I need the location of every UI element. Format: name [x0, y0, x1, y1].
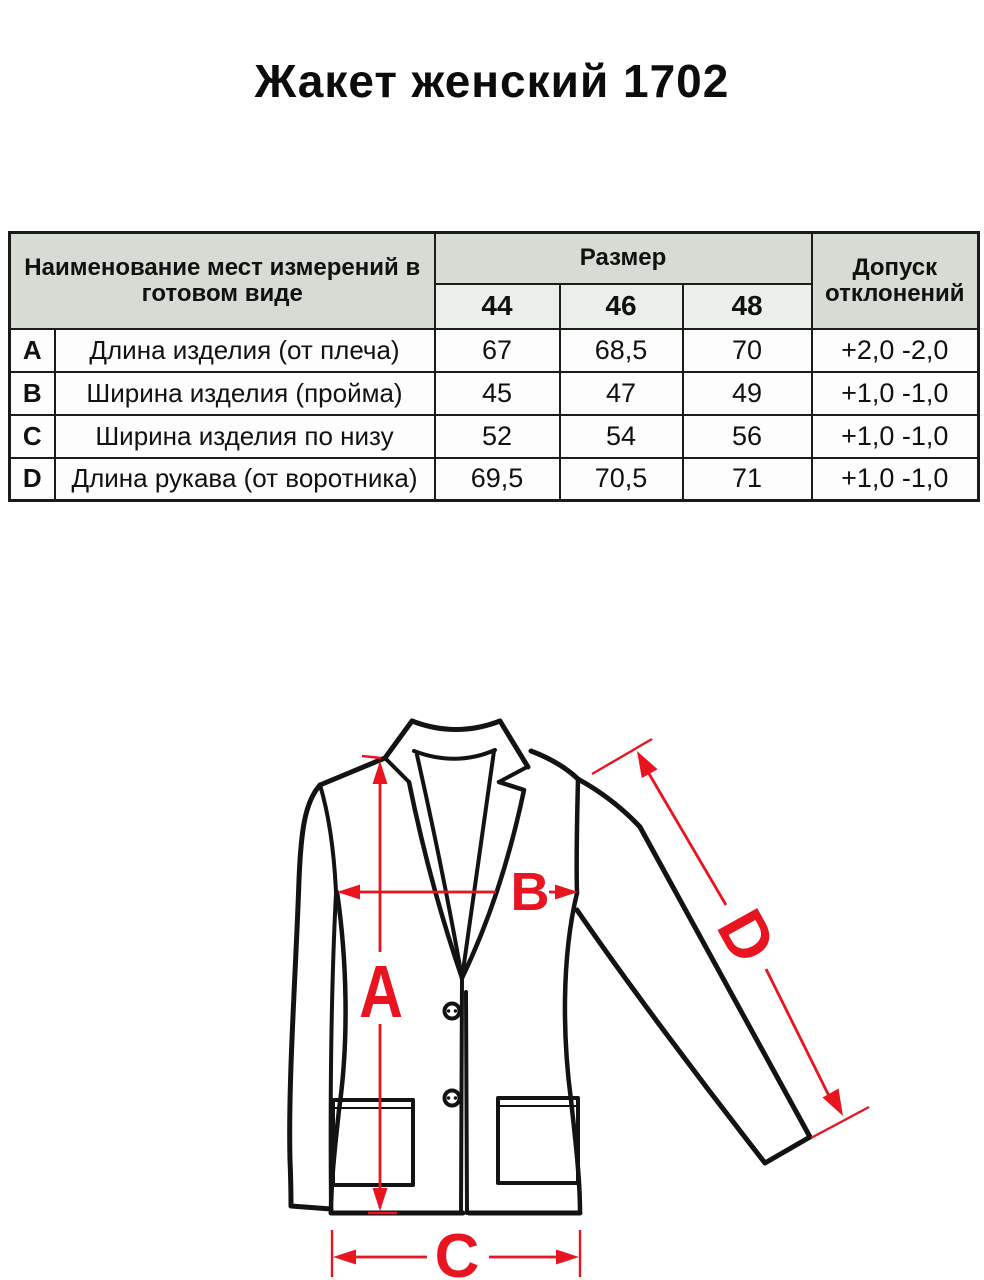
table-header-row-1: Наименование мест измерений в готовом ви… [8, 231, 980, 330]
measurement-header-cell: Наименование мест измерений в готовом ви… [8, 231, 436, 330]
tolerance-value: +1,0 -1,0 [810, 370, 980, 416]
tolerance-value: +1,0 -1,0 [810, 456, 980, 502]
row-letter: C [8, 413, 56, 459]
table-row: C Ширина изделия по низу 52 54 56 +1,0 -… [8, 413, 980, 459]
arrowhead-up-icon [372, 761, 388, 784]
right-lapel-crease [460, 749, 496, 980]
arrowhead-right-icon [556, 1249, 579, 1265]
dimension-d-top-tick [591, 737, 653, 776]
collar-left-edge [382, 718, 415, 761]
dimension-c: C [330, 1222, 582, 1280]
size-value: 54 [558, 413, 684, 459]
tolerance-header-cell: Допуск отклонений [810, 231, 980, 330]
dimension-label-a: A [359, 951, 403, 1033]
jacket-drawing [287, 718, 813, 1216]
bottom-button [442, 1088, 462, 1108]
row-name: Ширина изделия (пройма) [53, 370, 436, 416]
collar-top-edge [409, 718, 503, 732]
tolerance-value: +1,0 -1,0 [810, 413, 980, 459]
left-sleeve-outer-edge [287, 782, 323, 1209]
size-header-cell: Размер [433, 231, 813, 285]
size-value: 49 [681, 370, 813, 416]
dimension-a-top-tick [361, 754, 382, 760]
arrowhead-down-icon [822, 1088, 843, 1116]
size-44-header: 44 [433, 282, 561, 330]
left-front-edge [459, 976, 464, 1215]
left-sleeve-cuff [288, 1203, 334, 1212]
page-title: Жакет женский 1702 [254, 55, 730, 107]
size-value: 52 [433, 413, 561, 459]
left-lapel-edge [406, 779, 465, 981]
arrowhead-left-icon [333, 1249, 356, 1265]
row-letter: B [8, 370, 56, 416]
row-name: Длина изделия (от плеча) [53, 327, 436, 373]
table-row: D Длина рукава (от воротника) 69,5 70,5 … [8, 456, 980, 502]
arrowhead-up-icon [637, 751, 658, 779]
collar-inner-fold [412, 748, 497, 761]
table-header-row-2: 44 46 48 [10, 282, 979, 330]
size-value: 71 [681, 456, 813, 502]
table-row: B Ширина изделия (пройма) 45 47 49 +1,0 … [8, 370, 980, 416]
arrowhead-right-icon [555, 884, 578, 900]
dimension-a: A [359, 754, 403, 1215]
arrowhead-left-icon [337, 884, 360, 900]
size-value: 56 [681, 413, 813, 459]
right-pocket [496, 1096, 580, 1185]
size-value: 70,5 [558, 456, 684, 502]
right-front-edge [464, 990, 469, 1215]
dimension-d: D [591, 737, 870, 1140]
left-shoulder-seam [317, 755, 388, 788]
left-sleeve-inner-edge [328, 891, 338, 1211]
size-value: 70 [681, 327, 813, 373]
table-row: A Длина изделия (от плеча) 67 68,5 70 +2… [8, 327, 980, 373]
dimension-label-c: C [435, 1222, 480, 1280]
left-pocket [331, 1098, 415, 1187]
right-gorge-seam [497, 765, 529, 784]
right-sleeve-cuff [762, 1134, 813, 1166]
right-sleeve-under-edge [574, 907, 768, 1166]
row-letter: A [8, 327, 56, 373]
left-gorge-seam [383, 756, 411, 784]
dimension-d-bottom-tick [810, 1105, 870, 1140]
dimension-c-ticks [330, 1230, 582, 1277]
row-letter: D [8, 456, 56, 502]
size-value: 69,5 [433, 456, 561, 502]
arrowhead-down-icon [372, 1188, 388, 1211]
dimension-label-b: B [511, 862, 550, 922]
jacket-diagram: A B C D [287, 718, 870, 1280]
size-value: 47 [558, 370, 684, 416]
right-shoulder-seam [528, 748, 581, 782]
left-armhole-seam [318, 783, 338, 894]
dimension-d-line [646, 771, 836, 1107]
left-lapel-crease [415, 753, 464, 980]
size-value: 45 [433, 370, 561, 416]
measurement-table: Наименование мест измерений в готовом ви… [8, 231, 981, 502]
row-name: Ширина изделия по низу [53, 413, 436, 459]
top-button [442, 1001, 462, 1021]
collar-right-edge [497, 718, 531, 770]
right-sleeve-top-edge [575, 776, 813, 1140]
tolerance-value: +2,0 -2,0 [810, 327, 980, 373]
right-armhole-seam [574, 776, 581, 896]
size-48-header: 48 [681, 282, 813, 330]
right-lapel-edge [459, 779, 527, 981]
size-value: 68,5 [558, 327, 684, 373]
size-46-header: 46 [558, 282, 684, 330]
size-value: 67 [433, 327, 561, 373]
dimension-b: B [337, 862, 578, 922]
row-name: Длина рукава (от воротника) [53, 456, 436, 502]
